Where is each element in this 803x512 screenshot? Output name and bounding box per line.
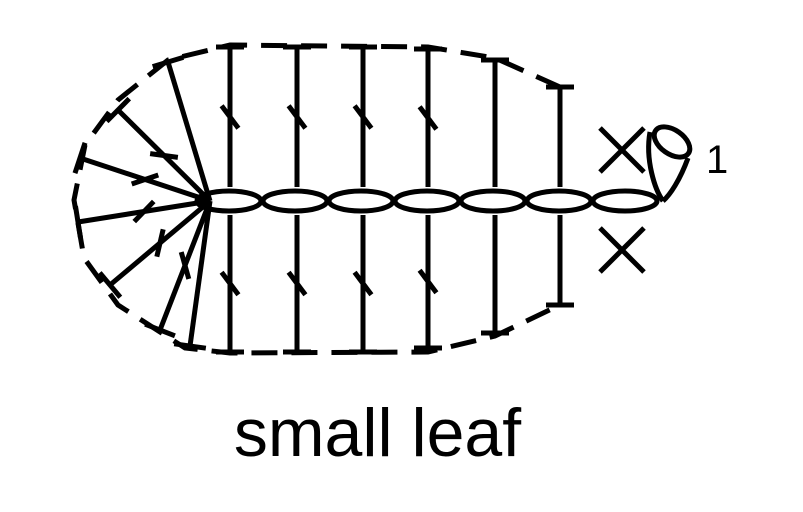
double-crochet-bottom (216, 215, 244, 355)
x-stroke (598, 126, 646, 174)
slip-stitch-tail (661, 157, 691, 203)
stitch-slash (149, 151, 179, 160)
single-crochet-bottom (598, 226, 646, 274)
fan-stitch (72, 142, 211, 204)
chain-stitch-oval (524, 188, 594, 214)
chain-arch-outline (71, 42, 562, 356)
double-crochet-bottom (414, 215, 442, 351)
single-crochet-stitches (598, 126, 646, 274)
chain-stitch-oval (590, 188, 660, 214)
double-crochet-top (414, 46, 442, 187)
stitch-slash (286, 270, 308, 297)
stitch-post-line (165, 61, 213, 202)
stitch-top-bar (104, 96, 132, 124)
x-stroke (598, 226, 646, 274)
stitch-slash (286, 104, 308, 130)
fan-stitch (151, 54, 213, 202)
stitch-slash (219, 104, 241, 130)
stitch-post-line (187, 200, 213, 347)
double-crochet-top (481, 57, 509, 187)
double-crochet-top (216, 44, 244, 187)
foundation-chain (194, 188, 660, 214)
chain-stitch-oval (392, 188, 462, 214)
chain-stitch-oval (260, 188, 330, 214)
double-crochet-bottom (283, 215, 311, 355)
chain-stitch-oval (458, 188, 528, 214)
slip-stitch-loop (651, 124, 693, 160)
stitch-slash (130, 172, 160, 187)
stitch-slash (352, 104, 374, 130)
double-crochet-top (283, 44, 311, 187)
fan-stitch (97, 199, 212, 299)
stitch-top-bar (97, 271, 123, 299)
diagram-caption: small leaf (233, 395, 522, 471)
round-number-label: 1 (706, 138, 729, 182)
double-crochet-bottom (546, 215, 574, 308)
slip-stitch-tail (646, 131, 666, 203)
chain-stitch-oval (326, 188, 396, 214)
double-crochet-bottom (481, 215, 509, 336)
stitch-slash (178, 251, 192, 280)
double-crochet-top (349, 44, 377, 187)
stitch-slash (219, 270, 241, 297)
stitch-slash (352, 270, 374, 297)
double-crochet-top (546, 84, 574, 187)
stitch-slash (417, 105, 439, 131)
stitch-slash (154, 228, 166, 258)
stitch-slash (132, 199, 156, 224)
stitch-slash (417, 268, 439, 295)
slip-stitch-ring (646, 124, 693, 203)
double-crochet-bottom (349, 215, 377, 355)
single-crochet-top (598, 126, 646, 174)
chain-outline (71, 42, 562, 356)
fan-stitch (104, 96, 212, 203)
